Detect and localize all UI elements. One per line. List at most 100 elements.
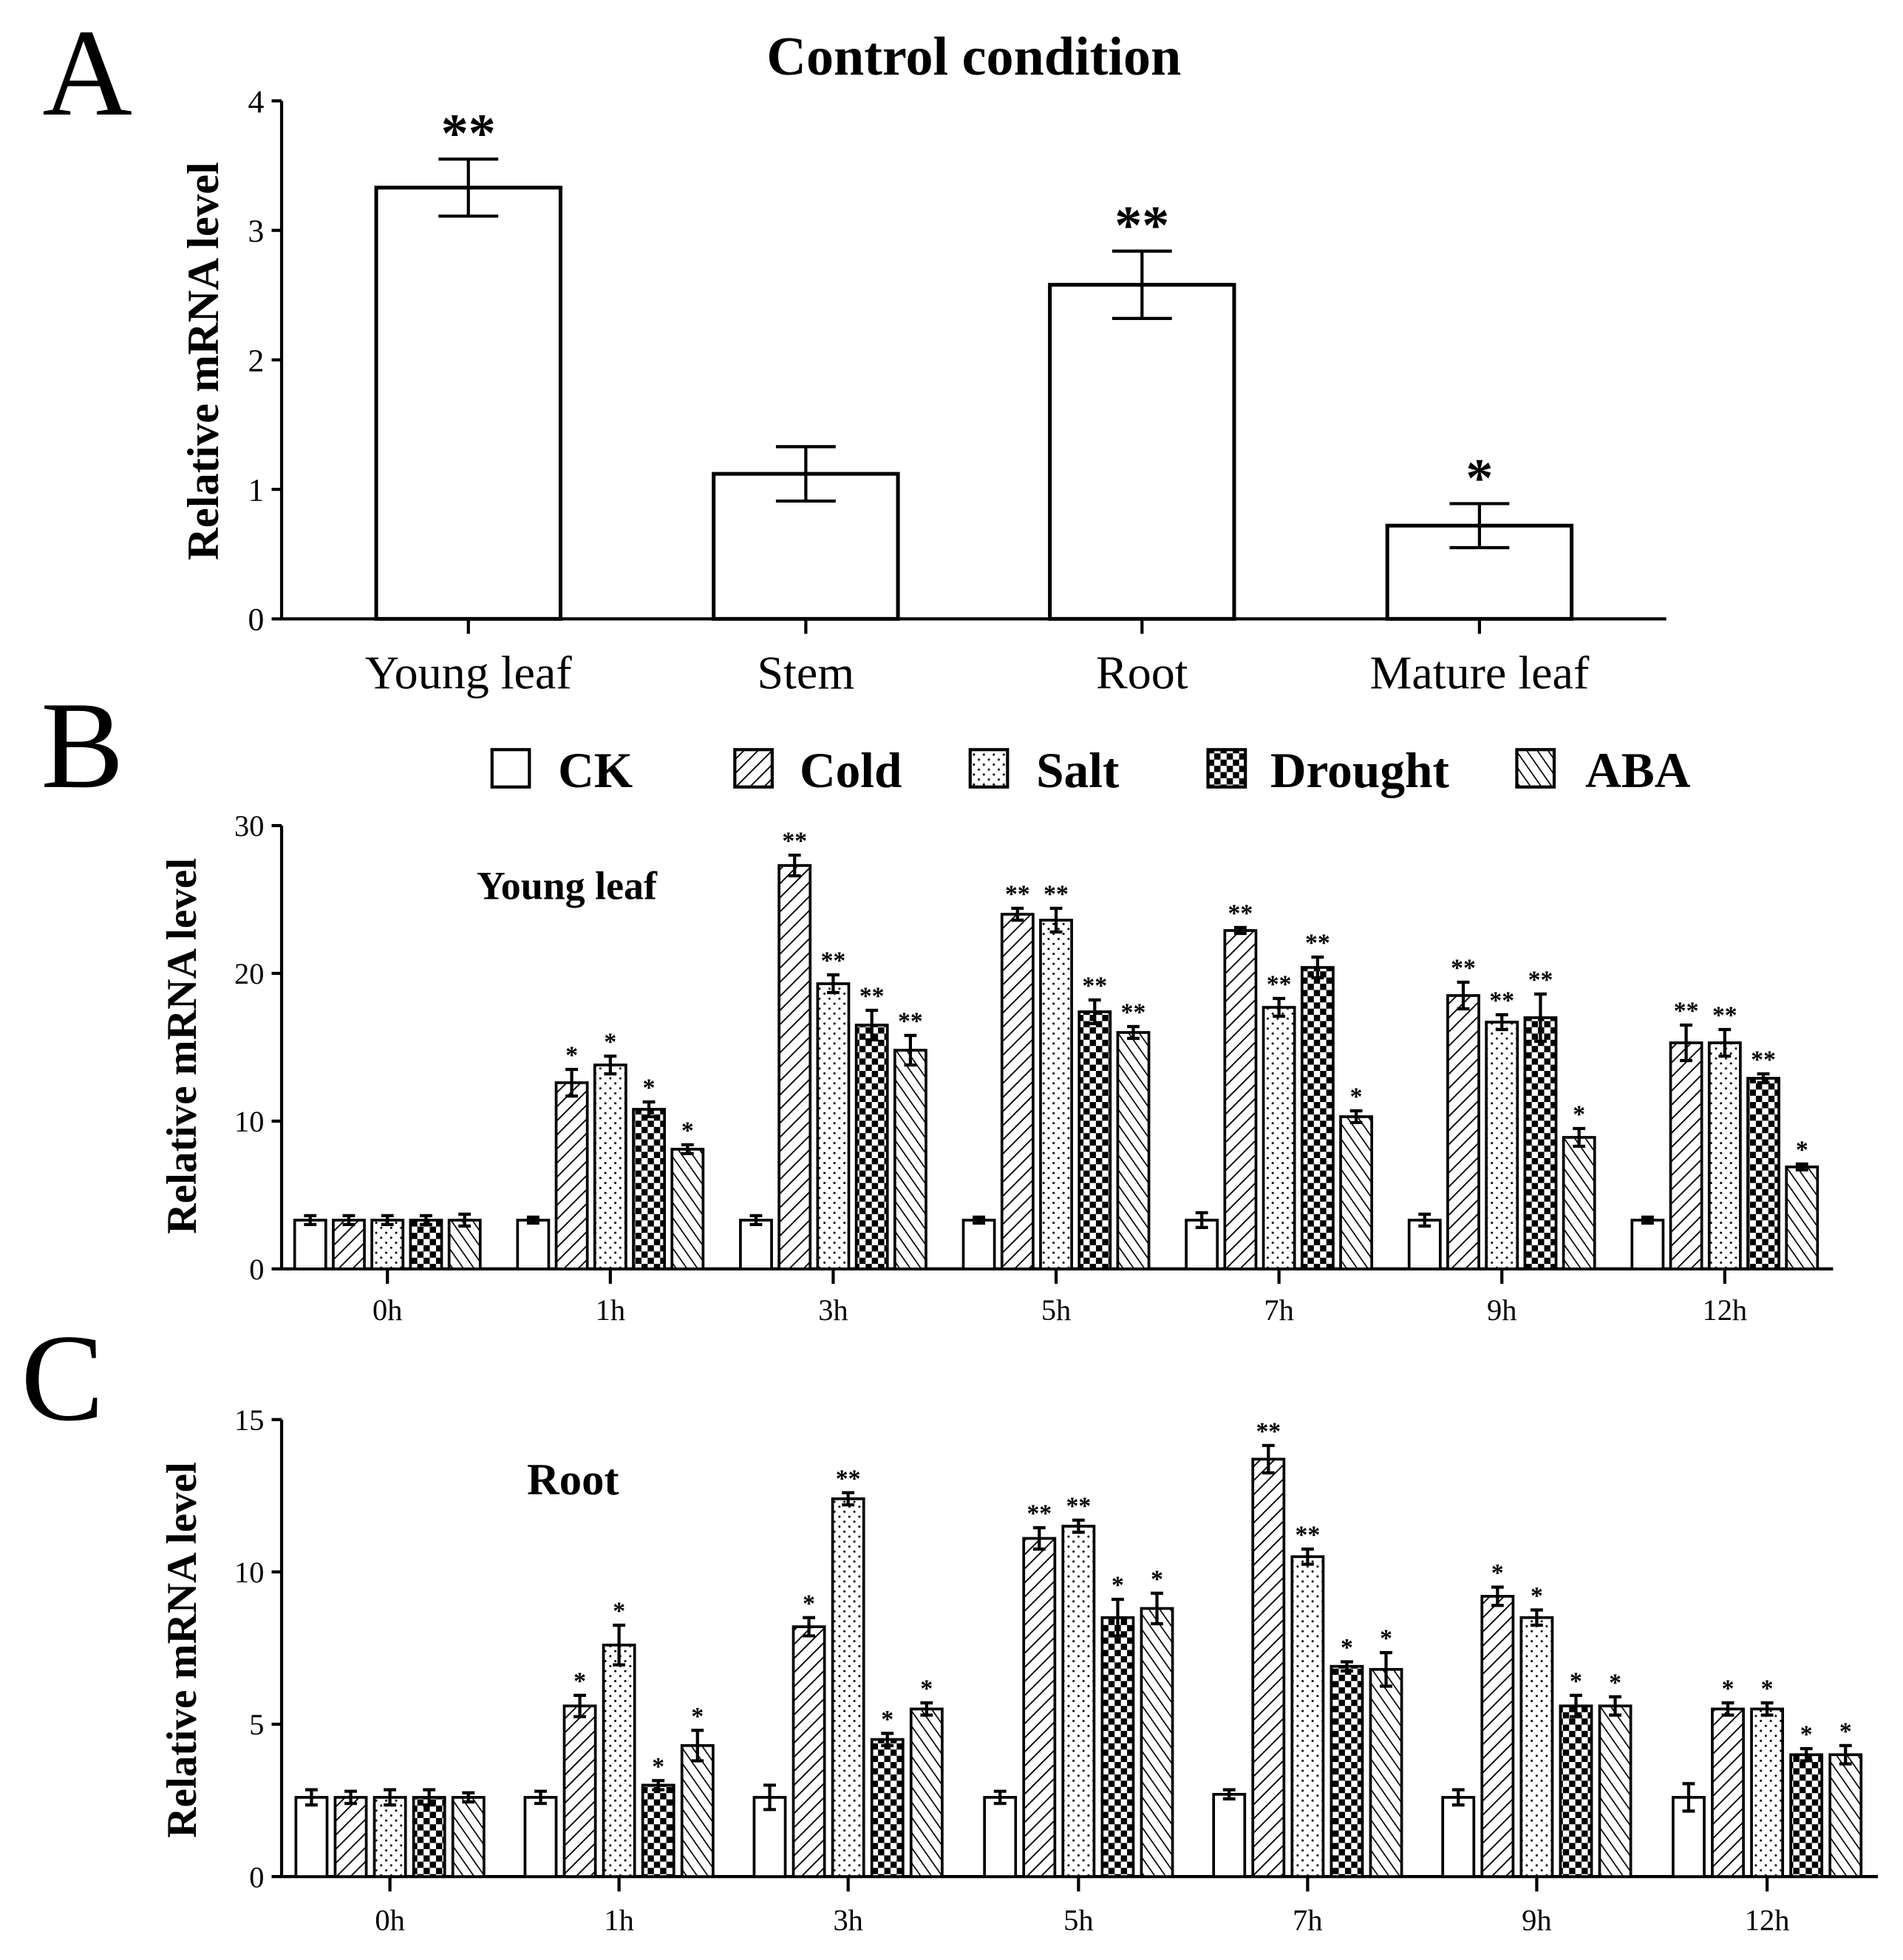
bar-cold-3h [777, 864, 812, 1270]
bar-salt-3h [831, 1497, 865, 1878]
y-tick-label: 4 [248, 84, 265, 120]
bar-drought-1h [641, 1783, 675, 1878]
bar-salt-1h [602, 1643, 636, 1878]
bar-salt-1h [593, 1064, 627, 1270]
significance-marker: ** [1751, 1047, 1776, 1074]
bar-salt-5h [1061, 1525, 1096, 1878]
bar-drought-12h [1789, 1753, 1824, 1878]
bar-drought-9h [1523, 1016, 1558, 1270]
bar-aba-5h [1140, 1607, 1174, 1878]
panel-letter-b: B [41, 677, 123, 814]
significance-marker: * [803, 1590, 815, 1617]
bar-aba-3h [909, 1707, 944, 1878]
x-tick-label: Root [1096, 647, 1188, 699]
legend-label-aba: ABA [1585, 743, 1691, 798]
x-tick-label: 0h [372, 1293, 402, 1327]
bar-aba-1h [680, 1743, 715, 1878]
bar-drought-7h [1300, 966, 1335, 1270]
bar-salt-3h [816, 982, 851, 1270]
bar-cold-9h [1446, 994, 1480, 1270]
significance-marker: ** [782, 828, 807, 855]
panel-letter-a: A [42, 4, 132, 142]
legend-swatch-drought [1206, 748, 1247, 789]
y-tick-label: 0 [249, 1253, 264, 1286]
significance-marker: * [920, 1675, 933, 1703]
bar-ck-1h [523, 1796, 558, 1878]
bar-cold-3h [792, 1625, 826, 1878]
bar-salt-12h [1707, 1041, 1742, 1270]
y-tick-label: 5 [249, 1708, 264, 1741]
bar-drought-3h [870, 1738, 905, 1878]
x-tick-label: 5h [1063, 1904, 1093, 1937]
bar-aba-12h [1828, 1753, 1863, 1878]
x-tick-label: 1h [604, 1904, 633, 1937]
y-axis-label-b: Relative mRNA level [159, 858, 205, 1234]
bar-aba-9h [1562, 1136, 1596, 1270]
bar-drought-0h [412, 1796, 446, 1878]
bar-salt-7h [1290, 1555, 1325, 1878]
x-tick-label: Young leaf [365, 647, 572, 699]
bar-cold-1h [562, 1704, 597, 1878]
bar-cold-0h [332, 1219, 366, 1270]
x-tick-label: 7h [1264, 1293, 1293, 1327]
bar-salt-12h [1750, 1707, 1785, 1878]
bar-ck-12h [1630, 1219, 1665, 1270]
significance-marker: * [573, 1667, 586, 1695]
significance-marker: * [1111, 1572, 1124, 1599]
significance-marker: ** [1114, 196, 1169, 256]
legend-label-drought: Drought [1270, 743, 1450, 798]
legend-label-ck: CK [558, 743, 633, 798]
bar-drought-5h [1100, 1616, 1135, 1878]
significance-marker: * [1531, 1582, 1543, 1610]
y-tick-label: 10 [234, 1105, 264, 1138]
x-tick-label: 3h [833, 1904, 862, 1937]
legend-swatch-ck [490, 748, 531, 789]
bar-ck-0h [294, 1796, 329, 1878]
bar-stem [712, 472, 900, 621]
bar-salt-5h [1039, 919, 1073, 1270]
legend: CK Cold Salt Drought ABA [490, 743, 1691, 798]
x-tick-label: 0h [375, 1904, 404, 1937]
significance-marker: * [681, 1117, 694, 1145]
significance-marker: ** [1256, 1418, 1281, 1445]
legend-label-cold: Cold [800, 743, 902, 798]
x-tick-label: 7h [1293, 1904, 1322, 1937]
bar-drought-1h [632, 1108, 666, 1270]
bar-ck-5h [983, 1796, 1018, 1878]
significance-marker: * [1350, 1083, 1363, 1111]
significance-marker: ** [1451, 955, 1476, 982]
legend-swatch-aba [1515, 748, 1556, 789]
significance-marker: ** [1044, 881, 1069, 908]
significance-marker: * [1151, 1565, 1163, 1593]
bar-salt-0h [372, 1796, 407, 1878]
y-tick-label: 20 [234, 957, 264, 990]
significance-marker: * [1465, 448, 1493, 508]
significance-marker: * [1722, 1675, 1735, 1703]
x-tick-label: 12h [1745, 1904, 1790, 1937]
bar-cold-9h [1480, 1595, 1515, 1878]
significance-marker: ** [1066, 1492, 1092, 1520]
significance-marker: * [1341, 1634, 1353, 1661]
significance-marker: * [1380, 1625, 1392, 1653]
bar-salt-9h [1485, 1021, 1519, 1270]
legend-swatch-cold [733, 748, 774, 789]
significance-marker: ** [1712, 1002, 1737, 1030]
bar-aba-1h [670, 1148, 705, 1270]
bar-salt-7h [1262, 1006, 1296, 1270]
bar-ck-5h [961, 1219, 996, 1270]
legend-swatch-salt [968, 748, 1010, 789]
y-axis-label-c: Relative mRNA level [159, 1462, 205, 1838]
significance-marker: * [1570, 1667, 1582, 1695]
bar-drought-7h [1330, 1664, 1364, 1878]
bar-cold-1h [554, 1081, 589, 1270]
y-tick-label: 15 [234, 1403, 264, 1437]
significance-marker: * [1609, 1669, 1621, 1696]
bar-cold-12h [1669, 1041, 1703, 1270]
bar-drought-3h [854, 1024, 889, 1270]
bar-young-leaf [374, 186, 562, 621]
panel-letter-c: C [21, 1310, 103, 1447]
significance-marker: * [1761, 1675, 1774, 1703]
